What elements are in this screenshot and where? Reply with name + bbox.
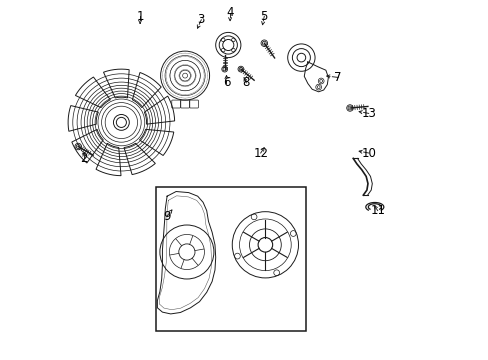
Text: 13: 13 <box>361 107 375 120</box>
Text: 8: 8 <box>242 76 249 89</box>
Text: 6: 6 <box>223 76 230 89</box>
Text: 1: 1 <box>136 10 143 23</box>
Text: 7: 7 <box>334 71 341 84</box>
Text: 11: 11 <box>369 204 385 217</box>
Text: 4: 4 <box>226 6 233 19</box>
Text: 10: 10 <box>361 147 375 159</box>
Text: 2: 2 <box>81 152 88 165</box>
Text: 5: 5 <box>260 10 267 23</box>
Text: 12: 12 <box>253 147 267 159</box>
Text: 3: 3 <box>197 13 204 26</box>
Text: 9: 9 <box>163 210 170 222</box>
